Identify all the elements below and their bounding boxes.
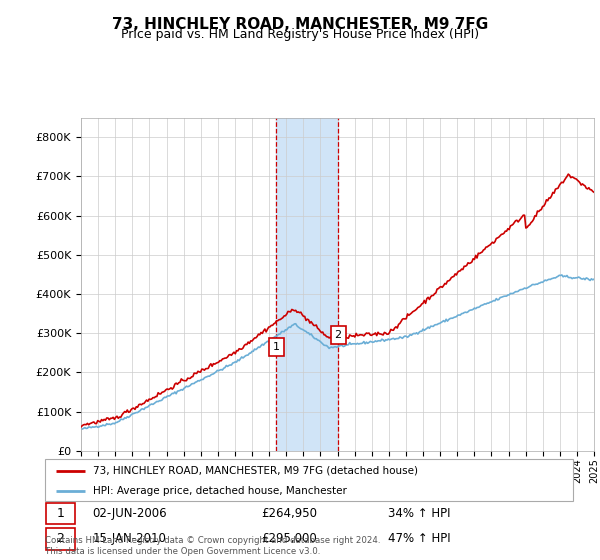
Text: 73, HINCHLEY ROAD, MANCHESTER, M9 7FG: 73, HINCHLEY ROAD, MANCHESTER, M9 7FG (112, 17, 488, 32)
Bar (46, 528, 75, 549)
Text: £295,000: £295,000 (262, 532, 317, 545)
Text: 1: 1 (273, 342, 280, 352)
Text: 34% ↑ HPI: 34% ↑ HPI (388, 507, 451, 520)
Text: HPI: Average price, detached house, Manchester: HPI: Average price, detached house, Manc… (92, 486, 346, 496)
Text: 02-JUN-2006: 02-JUN-2006 (92, 507, 167, 520)
Text: 1: 1 (56, 507, 64, 520)
Text: 2: 2 (335, 330, 342, 340)
Text: Contains HM Land Registry data © Crown copyright and database right 2024.
This d: Contains HM Land Registry data © Crown c… (45, 536, 380, 556)
Text: £264,950: £264,950 (262, 507, 317, 520)
Text: 2: 2 (56, 532, 64, 545)
Bar (276, 118, 338, 451)
Text: Price paid vs. HM Land Registry's House Price Index (HPI): Price paid vs. HM Land Registry's House … (121, 28, 479, 41)
Bar (46, 503, 75, 524)
Text: 47% ↑ HPI: 47% ↑ HPI (388, 532, 451, 545)
Text: 15-JAN-2010: 15-JAN-2010 (92, 532, 166, 545)
Text: 73, HINCHLEY ROAD, MANCHESTER, M9 7FG (detached house): 73, HINCHLEY ROAD, MANCHESTER, M9 7FG (d… (92, 466, 418, 476)
